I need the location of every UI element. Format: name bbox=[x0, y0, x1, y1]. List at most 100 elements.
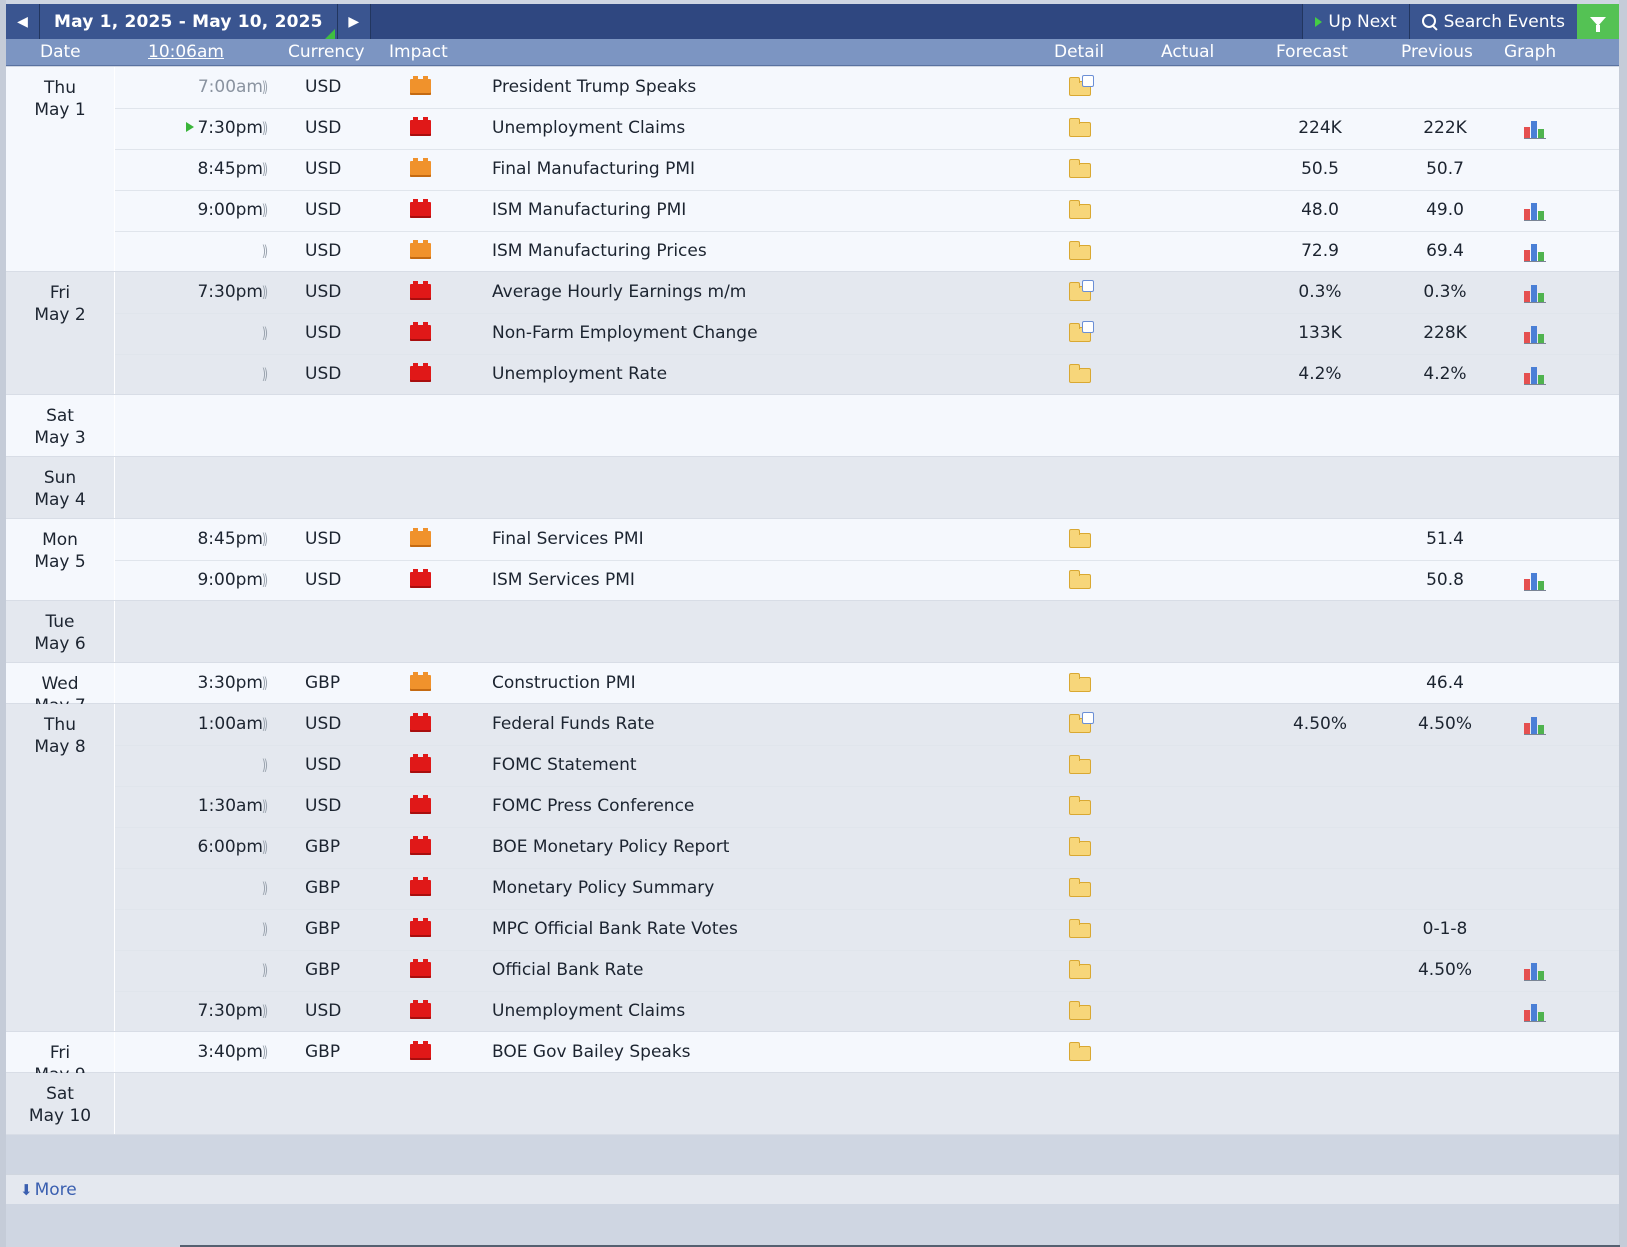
previous-value[interactable]: 222K bbox=[1423, 118, 1467, 138]
previous-value[interactable]: 46.4 bbox=[1426, 673, 1464, 693]
sound-alert-icon[interactable]: )) bbox=[261, 991, 273, 1032]
bar-chart-icon[interactable] bbox=[1524, 283, 1548, 303]
previous-value[interactable] bbox=[1390, 786, 1500, 827]
news-folder-icon[interactable] bbox=[1069, 712, 1094, 733]
sound-alert-icon[interactable]: )) bbox=[261, 663, 273, 704]
sound-alert-icon[interactable]: )) bbox=[261, 108, 273, 149]
sound-alert-icon[interactable]: )) bbox=[261, 354, 273, 395]
event-title[interactable]: FOMC Statement bbox=[492, 755, 637, 775]
sound-alert-icon[interactable]: )) bbox=[261, 909, 273, 950]
current-time-link[interactable]: 10:06am bbox=[148, 42, 224, 62]
event-title[interactable]: Final Manufacturing PMI bbox=[492, 159, 696, 179]
previous-value[interactable]: 51.4 bbox=[1426, 529, 1464, 549]
detail-folder-icon[interactable] bbox=[1069, 118, 1091, 137]
previous-value[interactable]: 228K bbox=[1423, 323, 1467, 343]
previous-value[interactable] bbox=[1390, 745, 1500, 786]
more-link[interactable]: ⬇ More bbox=[20, 1180, 77, 1200]
event-title[interactable]: FOMC Press Conference bbox=[492, 796, 695, 816]
detail-folder-icon[interactable] bbox=[1069, 200, 1091, 219]
sound-alert-icon[interactable]: )) bbox=[261, 786, 273, 827]
detail-folder-icon[interactable] bbox=[1069, 878, 1091, 897]
previous-value[interactable]: 49.0 bbox=[1426, 200, 1464, 220]
search-events-button[interactable]: Search Events bbox=[1408, 4, 1577, 39]
detail-folder-icon[interactable] bbox=[1069, 364, 1091, 383]
event-row[interactable]: 7:30pm)) USD Unemployment Claims bbox=[115, 991, 1619, 1032]
news-folder-icon[interactable] bbox=[1069, 75, 1094, 96]
event-row[interactable]: )) GBP Official Bank Rate 4.50% bbox=[115, 950, 1619, 991]
event-title[interactable]: Unemployment Claims bbox=[492, 118, 686, 138]
event-title[interactable]: BOE Monetary Policy Report bbox=[492, 837, 730, 857]
previous-value[interactable]: 0.3% bbox=[1423, 282, 1467, 302]
detail-folder-icon[interactable] bbox=[1069, 159, 1091, 178]
previous-value[interactable]: 0-1-8 bbox=[1422, 919, 1468, 939]
event-row[interactable]: 7:30pm)) USD Unemployment Claims 224K 222K bbox=[115, 108, 1619, 149]
bar-chart-icon[interactable] bbox=[1524, 242, 1548, 262]
bar-chart-icon[interactable] bbox=[1524, 571, 1548, 591]
up-next-button[interactable]: Up Next bbox=[1302, 4, 1409, 39]
sound-alert-icon[interactable]: )) bbox=[261, 868, 273, 909]
detail-folder-icon[interactable] bbox=[1069, 1042, 1091, 1061]
event-row[interactable]: )) USD ISM Manufacturing Prices 72.9 69.4 bbox=[115, 231, 1619, 272]
bar-chart-icon[interactable] bbox=[1524, 324, 1548, 344]
news-folder-icon[interactable] bbox=[1069, 321, 1094, 342]
sound-alert-icon[interactable]: )) bbox=[261, 560, 273, 601]
filter-button[interactable] bbox=[1577, 4, 1619, 39]
detail-folder-icon[interactable] bbox=[1069, 796, 1091, 815]
event-title[interactable]: Federal Funds Rate bbox=[492, 714, 655, 734]
date-range-label[interactable]: May 1, 2025 - May 10, 2025 bbox=[40, 4, 337, 39]
sound-alert-icon[interactable]: )) bbox=[261, 704, 273, 745]
event-title[interactable]: President Trump Speaks bbox=[492, 77, 697, 97]
bar-chart-icon[interactable] bbox=[1524, 715, 1548, 735]
previous-value[interactable]: 4.50% bbox=[1417, 960, 1472, 980]
event-title[interactable]: Unemployment Claims bbox=[492, 1001, 686, 1021]
sound-alert-icon[interactable]: )) bbox=[261, 519, 273, 560]
event-row[interactable]: )) USD Unemployment Rate 4.2% 4.2% bbox=[115, 354, 1619, 395]
previous-value[interactable] bbox=[1390, 827, 1500, 868]
event-row[interactable]: )) USD FOMC Statement bbox=[115, 745, 1619, 786]
event-row[interactable]: 1:30am)) USD FOMC Press Conference bbox=[115, 786, 1619, 827]
detail-folder-icon[interactable] bbox=[1069, 755, 1091, 774]
event-title[interactable]: BOE Gov Bailey Speaks bbox=[492, 1042, 691, 1062]
bar-chart-icon[interactable] bbox=[1524, 365, 1548, 385]
bar-chart-icon[interactable] bbox=[1524, 1002, 1548, 1022]
event-row[interactable]: 8:45pm)) USD Final Manufacturing PMI 50.5 50… bbox=[115, 149, 1619, 190]
event-title[interactable]: Final Services PMI bbox=[492, 529, 644, 549]
event-title[interactable]: Official Bank Rate bbox=[492, 960, 644, 980]
previous-value[interactable] bbox=[1390, 868, 1500, 909]
news-folder-icon[interactable] bbox=[1069, 280, 1094, 301]
bar-chart-icon[interactable] bbox=[1524, 201, 1548, 221]
event-title[interactable]: ISM Services PMI bbox=[492, 570, 635, 590]
previous-value[interactable]: 69.4 bbox=[1426, 241, 1464, 261]
event-title[interactable]: Monetary Policy Summary bbox=[492, 878, 715, 898]
detail-folder-icon[interactable] bbox=[1069, 1001, 1091, 1020]
sound-alert-icon[interactable]: )) bbox=[261, 149, 273, 190]
detail-folder-icon[interactable] bbox=[1069, 673, 1091, 692]
sound-alert-icon[interactable]: )) bbox=[261, 950, 273, 991]
event-title[interactable]: Construction PMI bbox=[492, 673, 636, 693]
bar-chart-icon[interactable] bbox=[1524, 961, 1548, 981]
event-row[interactable]: 1:00am)) USD Federal Funds Rate 4.50% 4.50% bbox=[115, 704, 1619, 745]
previous-value[interactable] bbox=[1390, 1032, 1500, 1073]
event-row[interactable]: 8:45pm)) USD Final Services PMI 51.4 bbox=[115, 519, 1619, 560]
event-row[interactable]: )) USD Non-Farm Employment Change 133K 228K bbox=[115, 313, 1619, 354]
previous-value[interactable]: 4.50% bbox=[1417, 714, 1472, 734]
detail-folder-icon[interactable] bbox=[1069, 960, 1091, 979]
detail-folder-icon[interactable] bbox=[1069, 241, 1091, 260]
event-row[interactable]: 9:00pm)) USD ISM Manufacturing PMI 48.0 49.0 bbox=[115, 190, 1619, 231]
event-row[interactable]: )) GBP Monetary Policy Summary bbox=[115, 868, 1619, 909]
sound-alert-icon[interactable]: )) bbox=[261, 231, 273, 272]
detail-folder-icon[interactable] bbox=[1069, 837, 1091, 856]
event-row[interactable]: 3:30pm)) GBP Construction PMI 46.4 bbox=[115, 663, 1619, 704]
sound-alert-icon[interactable]: )) bbox=[261, 67, 273, 108]
event-row[interactable]: 7:00am)) USD President Trump Speaks bbox=[115, 67, 1619, 108]
event-title[interactable]: ISM Manufacturing PMI bbox=[492, 200, 687, 220]
event-title[interactable]: Non-Farm Employment Change bbox=[492, 323, 758, 343]
previous-value[interactable]: 50.8 bbox=[1426, 570, 1464, 590]
sound-alert-icon[interactable]: )) bbox=[261, 190, 273, 231]
sound-alert-icon[interactable]: )) bbox=[261, 745, 273, 786]
event-row[interactable]: 9:00pm)) USD ISM Services PMI 50.8 bbox=[115, 560, 1619, 601]
event-title[interactable]: MPC Official Bank Rate Votes bbox=[492, 919, 738, 939]
event-row[interactable]: 7:30pm)) USD Average Hourly Earnings m/m 0.… bbox=[115, 272, 1619, 313]
event-row[interactable]: )) GBP MPC Official Bank Rate Votes 0-1-8 bbox=[115, 909, 1619, 950]
event-row[interactable]: 6:00pm)) GBP BOE Monetary Policy Report bbox=[115, 827, 1619, 868]
